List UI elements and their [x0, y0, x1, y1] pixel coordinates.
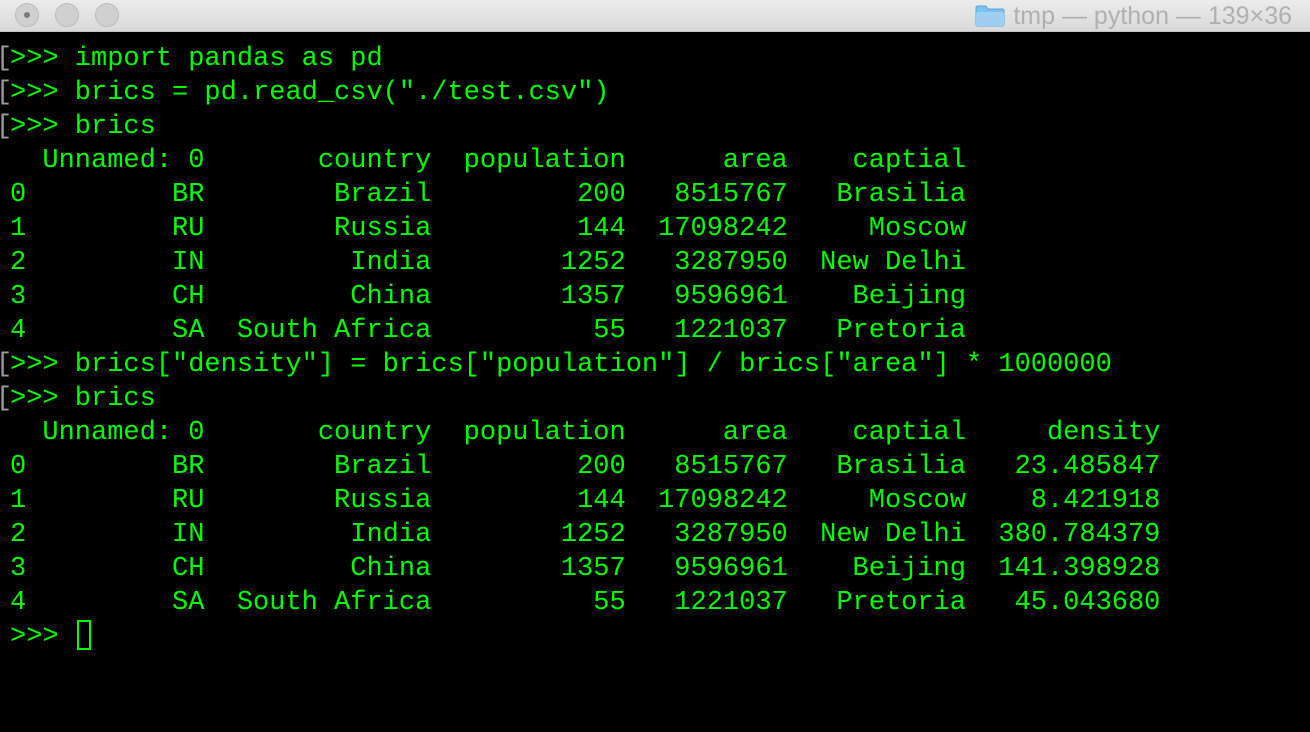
terminal-output-line: 3 CH China 1357 9596961 Beijing: [10, 282, 966, 312]
title-bar[interactable]: tmp — python — 139×36: [0, 0, 1310, 32]
terminal-output-line: 1 RU Russia 144 17098242 Moscow 8.421918: [10, 486, 1161, 516]
terminal-output-line: 2 IN India 1252 3287950 New Delhi 380.78…: [10, 520, 1161, 550]
terminal-output-line: 0 BR Brazil 200 8515767 Brasilia: [10, 180, 966, 210]
terminal-command-line: >>> brics = pd.read_csv("./test.csv"): [0, 76, 1310, 110]
terminal-command-line: >>> brics: [0, 110, 1310, 144]
terminal-input-line[interactable]: >>>: [0, 620, 1310, 654]
terminal-output-line: 0 BR Brazil 200 8515767 Brasilia 23.4858…: [10, 452, 1161, 482]
terminal-output-line: 1 RU Russia 144 17098242 Moscow: [10, 214, 966, 244]
window-title: tmp — python — 139×36: [1013, 1, 1292, 30]
folder-icon: [975, 5, 1005, 27]
terminal-output[interactable]: >>> import pandas as pd>>> brics = pd.re…: [0, 42, 1310, 732]
window-title-group: tmp — python — 139×36: [975, 0, 1292, 32]
zoom-button[interactable]: [95, 3, 119, 27]
terminal-command-line: >>> import pandas as pd: [0, 42, 1310, 76]
terminal-output-line: 4 SA South Africa 55 1221037 Pretoria 45…: [10, 588, 1161, 618]
prompt-text: >>>: [10, 622, 75, 652]
terminal-output-line: 4 SA South Africa 55 1221037 Pretoria: [10, 316, 966, 346]
terminal-command-line: >>> brics: [0, 382, 1310, 416]
terminal-output-line: 3 CH China 1357 9596961 Beijing 141.3989…: [10, 554, 1161, 584]
text-cursor: [76, 620, 91, 650]
terminal-output-line: Unnamed: 0 country population area capti…: [10, 418, 1161, 448]
terminal-command-line: >>> brics["density"] = brics["population…: [0, 348, 1310, 382]
minimize-button[interactable]: [55, 3, 79, 27]
terminal-output-line: 2 IN India 1252 3287950 New Delhi: [10, 248, 966, 278]
terminal-output-line: Unnamed: 0 country population area capti…: [10, 146, 966, 176]
close-button[interactable]: [15, 3, 39, 27]
